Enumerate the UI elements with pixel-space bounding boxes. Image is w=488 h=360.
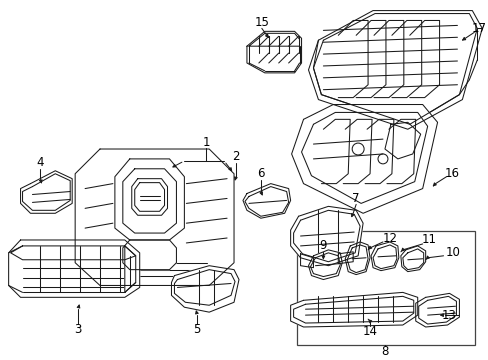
Text: 13: 13 (441, 309, 456, 321)
Polygon shape (171, 266, 239, 312)
Text: 8: 8 (381, 345, 388, 358)
Polygon shape (122, 240, 176, 270)
Polygon shape (338, 252, 352, 264)
Polygon shape (415, 293, 459, 327)
Polygon shape (308, 10, 481, 129)
Text: 14: 14 (362, 325, 377, 338)
Text: 16: 16 (444, 167, 459, 180)
Polygon shape (345, 242, 369, 275)
Polygon shape (400, 246, 425, 272)
Polygon shape (9, 240, 140, 297)
Polygon shape (115, 159, 184, 240)
Polygon shape (370, 242, 398, 271)
Polygon shape (290, 206, 363, 266)
Text: 17: 17 (471, 22, 486, 35)
Polygon shape (124, 246, 136, 292)
Polygon shape (20, 171, 72, 213)
Text: 6: 6 (257, 167, 264, 180)
Text: 5: 5 (193, 323, 201, 337)
Polygon shape (308, 250, 342, 279)
Text: 3: 3 (74, 323, 81, 337)
Polygon shape (243, 184, 290, 218)
Text: 9: 9 (319, 239, 326, 252)
Text: 4: 4 (37, 156, 44, 169)
Text: 15: 15 (254, 16, 269, 29)
Text: 11: 11 (421, 234, 436, 247)
Polygon shape (131, 179, 167, 215)
Bar (296, 231, 474, 345)
Polygon shape (246, 31, 301, 73)
Text: 7: 7 (352, 192, 359, 205)
Polygon shape (300, 254, 313, 268)
Text: 1: 1 (202, 136, 209, 149)
Polygon shape (290, 292, 417, 327)
Text: 2: 2 (232, 150, 239, 163)
Polygon shape (291, 104, 437, 213)
Text: 10: 10 (445, 246, 460, 259)
Text: 12: 12 (382, 231, 397, 244)
Polygon shape (75, 149, 234, 285)
